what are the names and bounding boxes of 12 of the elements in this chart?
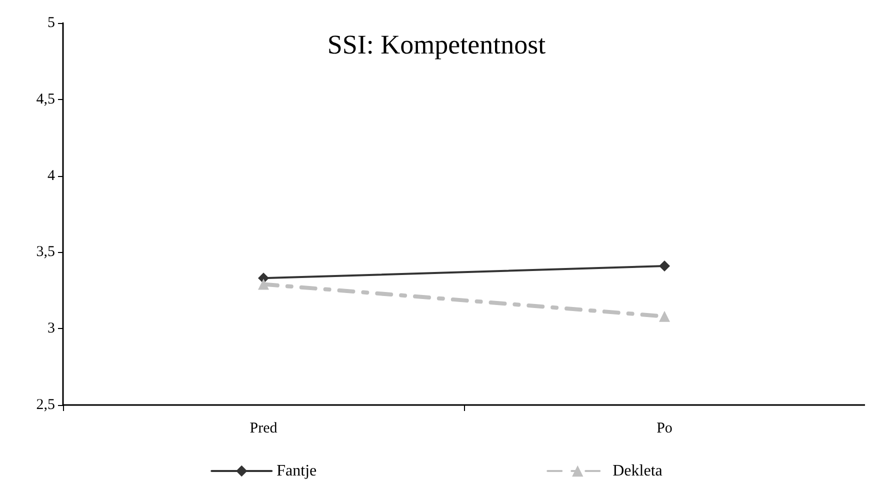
legend-label: Dekleta — [612, 462, 662, 480]
legend-label: Fantje — [276, 462, 317, 480]
chart-title: SSI: Kompetentnost — [327, 30, 546, 60]
y-tick-label: 5 — [48, 15, 55, 31]
x-tick-label: Po — [656, 420, 672, 436]
x-tick-label: Pred — [250, 420, 278, 436]
y-tick-label: 2,5 — [36, 397, 55, 413]
point — [659, 260, 670, 272]
y-tick-label: 4 — [48, 168, 56, 184]
y-tick-label: 3,5 — [36, 244, 55, 260]
y-tick-label: 4,5 — [36, 91, 55, 108]
y-tick-label: 3 — [48, 320, 55, 337]
